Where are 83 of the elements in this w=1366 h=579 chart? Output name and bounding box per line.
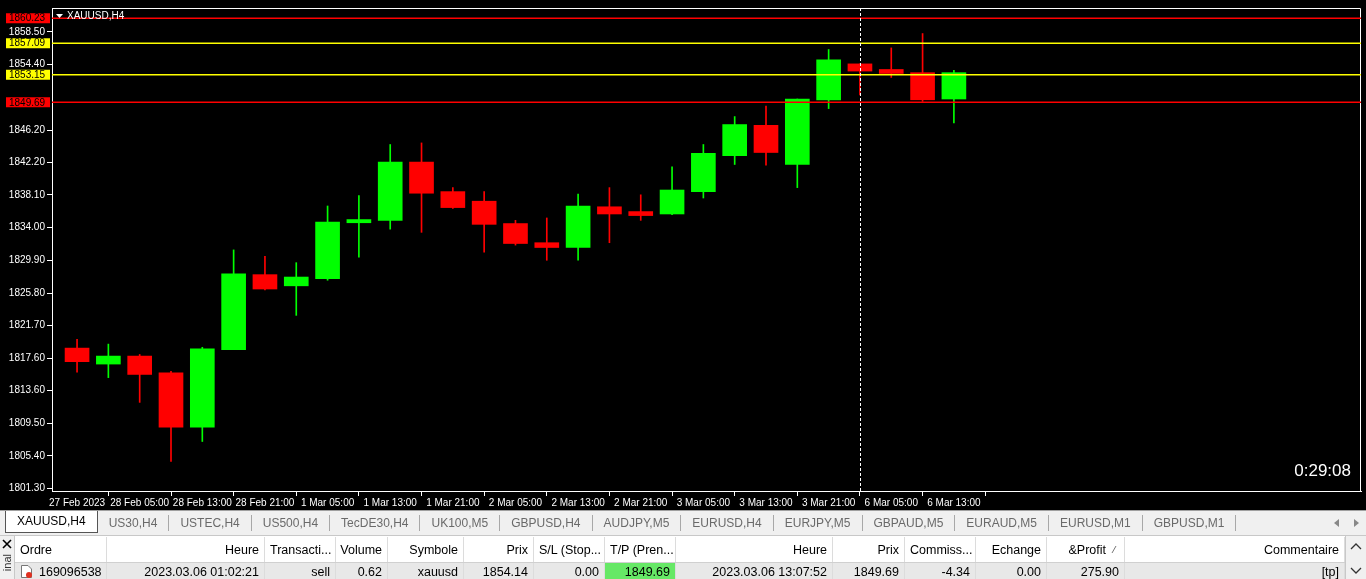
y-tick-label: 1842.20: [8, 155, 46, 167]
x-tick-label: 27 Feb 2023: [48, 496, 106, 508]
category-label: XAUUSD,H4: [5, 511, 98, 533]
category-label: S/L (Stop...: [539, 542, 602, 557]
ref-line-label: 1853.15: [9, 68, 46, 80]
y-tick-label: 1817.60: [8, 352, 46, 364]
y-tick-label: 1813.60: [8, 384, 46, 396]
category-label: EURUSD,H4: [681, 515, 774, 531]
x-tick-label: 1 Mar 21:00: [426, 496, 480, 508]
text: 1854.14: [482, 564, 528, 579]
text: 275.90: [1080, 564, 1119, 579]
y-tick-label: 1805.40: [8, 449, 46, 461]
text: 2023.03.06 13:07:52: [712, 564, 827, 579]
category-label: GBPAUD,M5: [862, 515, 956, 531]
category-label: US500,H4: [251, 515, 331, 531]
x-tick-label: 2 Mar 13:00: [551, 496, 606, 508]
category-label: Prix: [877, 542, 899, 557]
category-label: Commentaire: [1263, 542, 1339, 557]
y-tick-label: 1821.70: [8, 319, 46, 331]
text: 2023.03.06 01:02:21: [144, 564, 259, 579]
text: sell: [311, 564, 330, 579]
x-tick-label: 28 Feb 05:00: [110, 496, 170, 508]
category-label: EURUSD,M1: [1049, 515, 1143, 531]
category-label: USTEC,H4: [169, 515, 252, 531]
text: xauusd: [417, 564, 458, 579]
category-label: Heure: [224, 542, 259, 557]
y-tick-label: 1809.50: [8, 416, 46, 428]
y-tick-label: 1801.30: [8, 482, 46, 494]
text: [tp]: [1321, 564, 1339, 579]
y-tick-label: 1829.90: [8, 254, 46, 266]
x-tick-label: 2 Mar 05:00: [488, 496, 543, 508]
category-label: Heure: [792, 542, 827, 557]
text: 0:29:08: [1294, 460, 1351, 480]
y-tick-label: 1838.10: [8, 188, 46, 200]
category-label: Symbole: [409, 542, 458, 557]
ref-line-label: 1860.23: [9, 12, 46, 24]
category-label: EURJPY,M5: [773, 515, 863, 531]
category-label: Ordre: [20, 542, 52, 557]
y-tick-label: 1846.20: [8, 123, 46, 135]
candlestick: [534, 217, 560, 261]
x-tick-label: 3 Mar 13:00: [739, 496, 794, 508]
category-label: Transacti...: [270, 542, 332, 557]
category-label: &Profit: [1068, 542, 1106, 557]
x-tick-label: 6 Mar 13:00: [927, 496, 982, 508]
x-tick-label: 1 Mar 13:00: [363, 496, 418, 508]
y-tick-label: 1825.80: [8, 286, 46, 298]
candlestick: [283, 262, 309, 316]
x-tick-label: 28 Feb 21:00: [235, 496, 295, 508]
text: 1849.69: [624, 564, 670, 579]
category-label: Echange: [991, 542, 1041, 557]
ref-line-label: 1857.09: [9, 37, 46, 49]
category-label: EURAUD,M5: [955, 515, 1050, 531]
text: 0.00: [574, 564, 599, 579]
category-label: UK100,M5: [420, 515, 501, 531]
y-tick-label: 1854.40: [8, 58, 46, 70]
category-label: Commiss...: [910, 542, 973, 557]
category-label: US30,H4: [97, 515, 170, 531]
x-tick-label: 6 Mar 05:00: [864, 496, 919, 508]
text: 0.62: [357, 564, 382, 579]
text: 0.00: [1016, 564, 1041, 579]
x-tick-label: 3 Mar 05:00: [676, 496, 731, 508]
text: -4.34: [941, 564, 970, 579]
candlestick: [878, 47, 904, 78]
y-tick-label: 1858.50: [8, 25, 46, 37]
category-label: T/P (Pren...: [610, 542, 674, 557]
category-label: GBPUSD,M1: [1142, 515, 1237, 531]
text: inal: [1, 554, 13, 572]
x-tick-label: 1 Mar 05:00: [300, 496, 355, 508]
x-tick-label: 3 Mar 21:00: [801, 496, 856, 508]
category-label: AUDJPY,M5: [592, 515, 682, 531]
x-tick-label: 28 Feb 13:00: [172, 496, 233, 508]
category-label: Prix: [506, 542, 528, 557]
candlestick: [628, 194, 654, 221]
text: 169096538: [39, 564, 102, 579]
x-tick-label: 2 Mar 21:00: [614, 496, 668, 508]
chart-title: XAUUSD,H4: [67, 9, 125, 21]
y-tick-label: 1834.00: [8, 221, 46, 233]
ref-line-label: 1849.69: [9, 96, 46, 108]
candlestick: [346, 195, 372, 258]
category-label: GBPUSD,H4: [500, 515, 593, 531]
text: 1849.69: [853, 564, 899, 579]
category-label: TecDE30,H4: [330, 515, 421, 531]
category-label: Volume: [340, 542, 382, 557]
